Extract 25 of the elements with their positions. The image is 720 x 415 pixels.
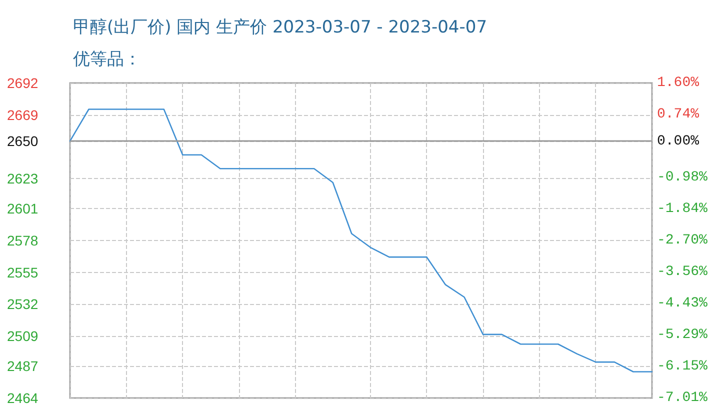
chart-subtitle: 优等品：: [73, 50, 141, 70]
y2-tick-label: -1.84%: [657, 200, 708, 217]
y-tick-label: 2532: [7, 296, 38, 312]
y2-tick-label: -6.15%: [657, 358, 708, 375]
y-tick-label: 2487: [7, 358, 38, 374]
y-tick-label: 2692: [7, 75, 38, 91]
y2-tick-label: -7.01%: [657, 390, 708, 406]
y2-tick-label: 0.74%: [657, 106, 700, 122]
y-tick-label: 2464: [7, 390, 38, 406]
y2-tick-label: -0.98%: [657, 169, 708, 186]
y-tick-label: 2623: [7, 170, 38, 186]
y-tick-label: 2601: [7, 200, 38, 217]
y2-tick-label: -4.43%: [657, 296, 708, 312]
y-tick-label: 2650: [7, 133, 38, 150]
y2-tick-label: -5.29%: [657, 327, 708, 344]
y-tick-label: 2509: [7, 328, 38, 344]
y2-tick-label: 1.60%: [657, 75, 700, 91]
y-tick-label: 2578: [7, 232, 38, 248]
y-tick-label: 2555: [7, 264, 38, 280]
line-series: [69, 108, 653, 372]
y2-tick-label: -2.70%: [657, 232, 708, 248]
y2-tick-label: 0.00%: [657, 134, 700, 150]
chart-title: 甲醇(出厂价) 国内 生产价 2023-03-07 - 2023-04-07: [73, 18, 488, 38]
y-tick-label: 2669: [7, 106, 38, 123]
y2-tick-label: -3.56%: [657, 264, 708, 280]
